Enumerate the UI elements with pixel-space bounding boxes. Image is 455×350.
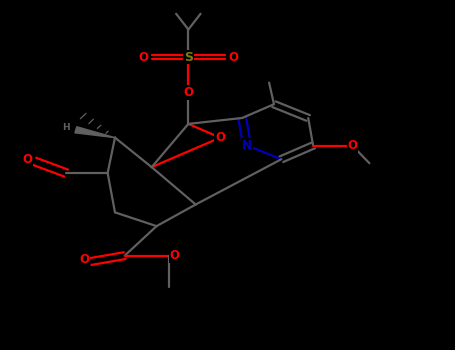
Polygon shape: [75, 127, 115, 138]
Text: N: N: [242, 139, 252, 152]
Text: H: H: [62, 123, 70, 132]
Text: S: S: [184, 50, 193, 63]
Text: O: O: [22, 153, 32, 166]
Text: O: O: [183, 86, 193, 99]
Text: O: O: [138, 50, 148, 63]
Text: O: O: [170, 249, 180, 262]
Text: O: O: [347, 139, 357, 152]
Text: O: O: [228, 50, 238, 63]
Text: O: O: [80, 253, 90, 266]
Text: O: O: [215, 131, 225, 144]
